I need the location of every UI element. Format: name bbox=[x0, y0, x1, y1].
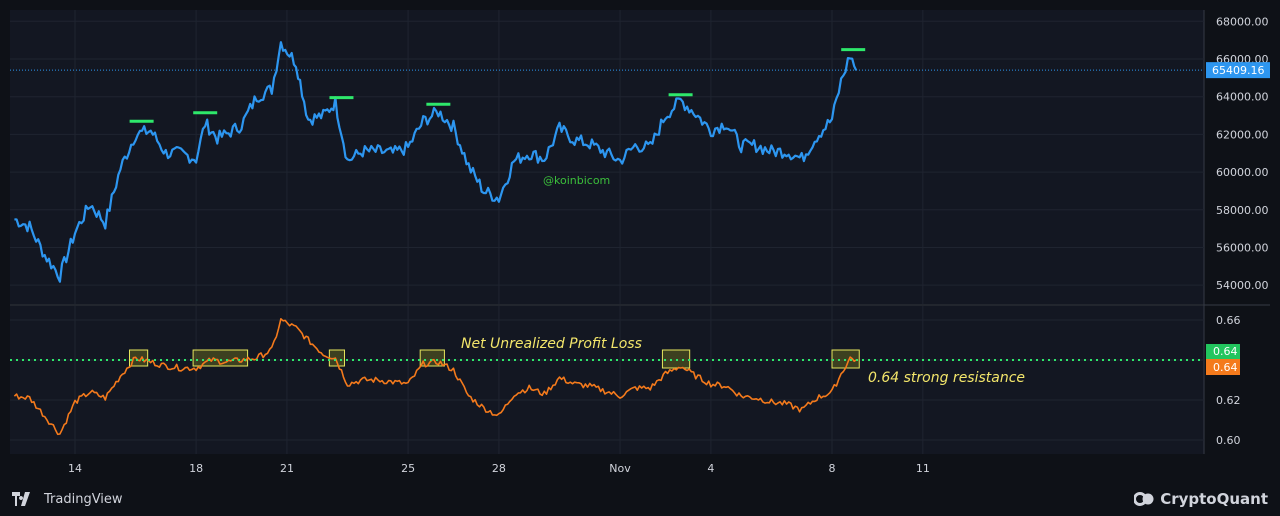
nupl-y-tick-label: 0.62 bbox=[1216, 394, 1241, 407]
x-tick-label: 8 bbox=[829, 462, 836, 475]
x-tick-label: 14 bbox=[68, 462, 82, 475]
nupl-title: Net Unrealized Profit Loss bbox=[461, 336, 642, 352]
price-series-line bbox=[14, 41, 858, 283]
last-price-tag bbox=[1206, 62, 1270, 79]
x-tick-label: 25 bbox=[401, 462, 415, 475]
price-y-tick-label: 64000.00 bbox=[1216, 91, 1269, 104]
nupl-y-tick-label: 0.66 bbox=[1216, 314, 1241, 327]
price-y-tick-label: 56000.00 bbox=[1216, 241, 1269, 254]
grid-lines bbox=[10, 10, 1204, 454]
watermark-text: @koinbicom bbox=[543, 174, 610, 187]
x-tick-label: 18 bbox=[189, 462, 203, 475]
highlight-box bbox=[129, 349, 149, 367]
x-tick-label: 4 bbox=[707, 462, 714, 475]
price-y-tick-label: 68000.00 bbox=[1216, 15, 1269, 28]
tradingview-brand[interactable]: TradingView bbox=[12, 488, 123, 510]
price-y-tick-label: 58000.00 bbox=[1216, 204, 1269, 217]
chart-svg: 68000.0066000.0064000.0062000.0060000.00… bbox=[10, 10, 1270, 475]
resistance-annotation: 0.64 strong resistance bbox=[868, 370, 1025, 386]
last-nupl-tag bbox=[1206, 359, 1240, 375]
price-y-tick-label: 62000.00 bbox=[1216, 128, 1269, 141]
cryptoquant-logo-icon bbox=[1134, 492, 1154, 506]
tradingview-label: TradingView bbox=[44, 491, 123, 507]
cryptoquant-label: CryptoQuant bbox=[1160, 490, 1268, 508]
resistance-level-tag bbox=[1206, 344, 1240, 359]
tradingview-logo-icon bbox=[12, 492, 30, 506]
cryptoquant-brand[interactable]: CryptoQuant bbox=[1134, 488, 1268, 510]
last-price-tag-label: 65409.16 bbox=[1212, 64, 1265, 77]
x-tick-label: 21 bbox=[280, 462, 294, 475]
x-tick-label: Nov bbox=[609, 462, 631, 475]
nupl-panel bbox=[10, 306, 1204, 454]
price-y-tick-label: 60000.00 bbox=[1216, 166, 1269, 179]
nupl-y-tick-label: 0.60 bbox=[1216, 434, 1241, 447]
last-nupl-tag-label: 0.64 bbox=[1213, 361, 1238, 374]
nupl-series-line bbox=[13, 318, 857, 436]
resistance-level-tag-label: 0.64 bbox=[1213, 345, 1238, 358]
highlight-box bbox=[419, 349, 445, 367]
x-tick-label: 28 bbox=[492, 462, 506, 475]
price-y-tick-label: 54000.00 bbox=[1216, 279, 1269, 292]
x-tick-label: 11 bbox=[916, 462, 930, 475]
